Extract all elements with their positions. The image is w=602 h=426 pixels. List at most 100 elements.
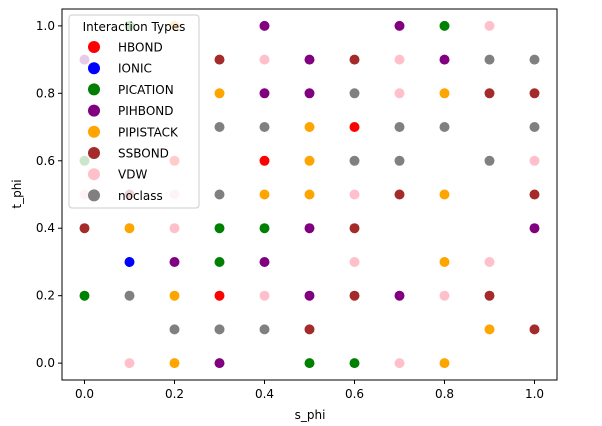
data-point-noclass-0 xyxy=(124,290,135,301)
legend-marker xyxy=(88,189,100,202)
y-tick-label: 0.4 xyxy=(36,221,55,235)
data-point-vdw-8 xyxy=(349,257,360,267)
data-point-pipistack-8 xyxy=(304,189,315,200)
data-point-noclass-14 xyxy=(529,54,540,65)
data-point-vdw-11 xyxy=(394,358,405,369)
x-axis: 0.0 0.2 0.4 0.6 0.8 1.0 xyxy=(75,380,544,401)
y-tick-label: 0.0 xyxy=(36,356,55,370)
data-point-hbond-1 xyxy=(214,290,225,301)
legend-label: VDW xyxy=(118,168,147,182)
data-point-noclass-1 xyxy=(169,324,180,335)
legend-label: SSBOND xyxy=(118,147,169,161)
legend-marker xyxy=(88,125,100,138)
data-point-pication-5 xyxy=(259,223,270,234)
data-point-pipistack-12 xyxy=(439,358,450,369)
x-tick-label: 0.6 xyxy=(345,387,364,401)
legend-item-pication: PICATION xyxy=(88,83,174,97)
x-tick-label: 0.8 xyxy=(435,387,454,401)
data-point-pihbond-6 xyxy=(304,54,315,65)
x-tick-label: 0.4 xyxy=(255,387,274,401)
data-point-pihbond-2 xyxy=(214,358,225,369)
data-point-pipistack-9 xyxy=(439,88,450,99)
data-point-ssbond-8 xyxy=(484,88,495,99)
legend-box xyxy=(68,14,200,209)
data-point-pipistack-6 xyxy=(304,122,315,132)
legend-marker xyxy=(88,104,100,117)
data-point-noclass-13 xyxy=(484,155,495,166)
data-point-vdw-12 xyxy=(439,290,450,301)
data-point-noclass-6 xyxy=(259,324,270,335)
legend-entries: HBOND IONIC PICATION PIHBOND PIPISTACK SSBOND… xyxy=(88,41,179,203)
data-point-ssbond-5 xyxy=(349,223,360,234)
data-point-ssbond-11 xyxy=(529,189,540,200)
data-point-pihbond-3 xyxy=(259,20,270,31)
data-point-ssbond-12 xyxy=(529,324,540,335)
data-point-ionic-0 xyxy=(124,257,135,267)
legend-marker xyxy=(88,62,100,75)
data-point-ssbond-4 xyxy=(349,54,360,65)
data-point-noclass-4 xyxy=(214,324,225,335)
data-point-ssbond-3 xyxy=(304,324,315,335)
legend-item-pihbond: PIHBOND xyxy=(88,104,173,118)
legend-label: HBOND xyxy=(118,41,163,55)
data-point-vdw-1 xyxy=(124,358,135,369)
data-point-noclass-12 xyxy=(484,54,495,65)
data-point-pipistack-10 xyxy=(439,189,450,200)
data-point-pipistack-0 xyxy=(124,223,135,234)
data-point-noclass-3 xyxy=(214,189,225,200)
data-point-pication-0 xyxy=(79,290,90,301)
y-tick-label: 0.2 xyxy=(36,289,55,303)
plot-frame xyxy=(61,8,558,381)
data-point-pication-4 xyxy=(214,257,225,267)
data-point-pihbond-7 xyxy=(304,88,315,99)
legend-label: PIHBOND xyxy=(118,104,173,118)
x-tick-label: 1.0 xyxy=(525,387,544,401)
y-axis-label: t_phi xyxy=(10,179,24,208)
x-tick-label: 0.0 xyxy=(75,387,94,401)
data-point-ssbond-7 xyxy=(394,189,405,200)
y-axis: 0.0 0.2 0.4 0.6 0.8 1.0 xyxy=(36,19,62,370)
data-point-ssbond-0 xyxy=(79,223,90,234)
data-point-pipistack-7 xyxy=(304,155,315,166)
data-point-pipistack-11 xyxy=(439,257,450,267)
data-point-ssbond-10 xyxy=(529,88,540,99)
data-point-hbond-3 xyxy=(349,122,360,132)
legend-item-ionic: IONIC xyxy=(88,62,152,76)
legend-marker xyxy=(88,168,100,181)
data-point-pication-8 xyxy=(439,20,450,31)
data-point-pihbond-12 xyxy=(439,54,450,65)
data-point-pipistack-2 xyxy=(169,290,180,301)
data-point-vdw-2 xyxy=(169,223,180,234)
data-point-noclass-8 xyxy=(349,155,360,166)
legend-marker xyxy=(88,41,100,53)
data-point-hbond-2 xyxy=(259,155,270,166)
data-point-vdw-13 xyxy=(484,20,495,31)
data-point-pihbond-4 xyxy=(259,88,270,99)
data-point-ssbond-2 xyxy=(214,54,225,65)
legend: Interaction Types HBOND IONIC PICATION PIHB… xyxy=(68,14,200,209)
legend-item-ssbond: SSBOND xyxy=(88,147,169,161)
legend-marker xyxy=(88,147,100,159)
data-point-noclass-9 xyxy=(394,122,405,132)
y-tick-label: 0.6 xyxy=(36,154,55,168)
data-point-pihbond-10 xyxy=(394,20,405,31)
data-point-pication-7 xyxy=(349,358,360,369)
x-tick-label: 0.2 xyxy=(165,387,184,401)
legend-label: PICATION xyxy=(118,83,174,97)
data-point-ssbond-6 xyxy=(349,290,360,301)
data-point-vdw-15 xyxy=(529,155,540,166)
data-point-pication-3 xyxy=(214,223,225,234)
data-point-vdw-14 xyxy=(484,257,495,267)
data-point-pication-6 xyxy=(304,358,315,369)
data-point-vdw-6 xyxy=(259,290,270,301)
points-layer xyxy=(79,20,540,369)
data-point-noclass-11 xyxy=(439,122,450,132)
data-point-ssbond-9 xyxy=(484,290,495,301)
legend-item-pipistack: PIPISTACK xyxy=(88,125,179,139)
legend-label: noclass xyxy=(118,189,163,203)
legend-label: IONIC xyxy=(118,62,152,76)
data-point-pipistack-13 xyxy=(484,324,495,335)
x-axis-label: s_phi xyxy=(295,408,326,422)
data-point-pihbond-5 xyxy=(259,257,270,267)
